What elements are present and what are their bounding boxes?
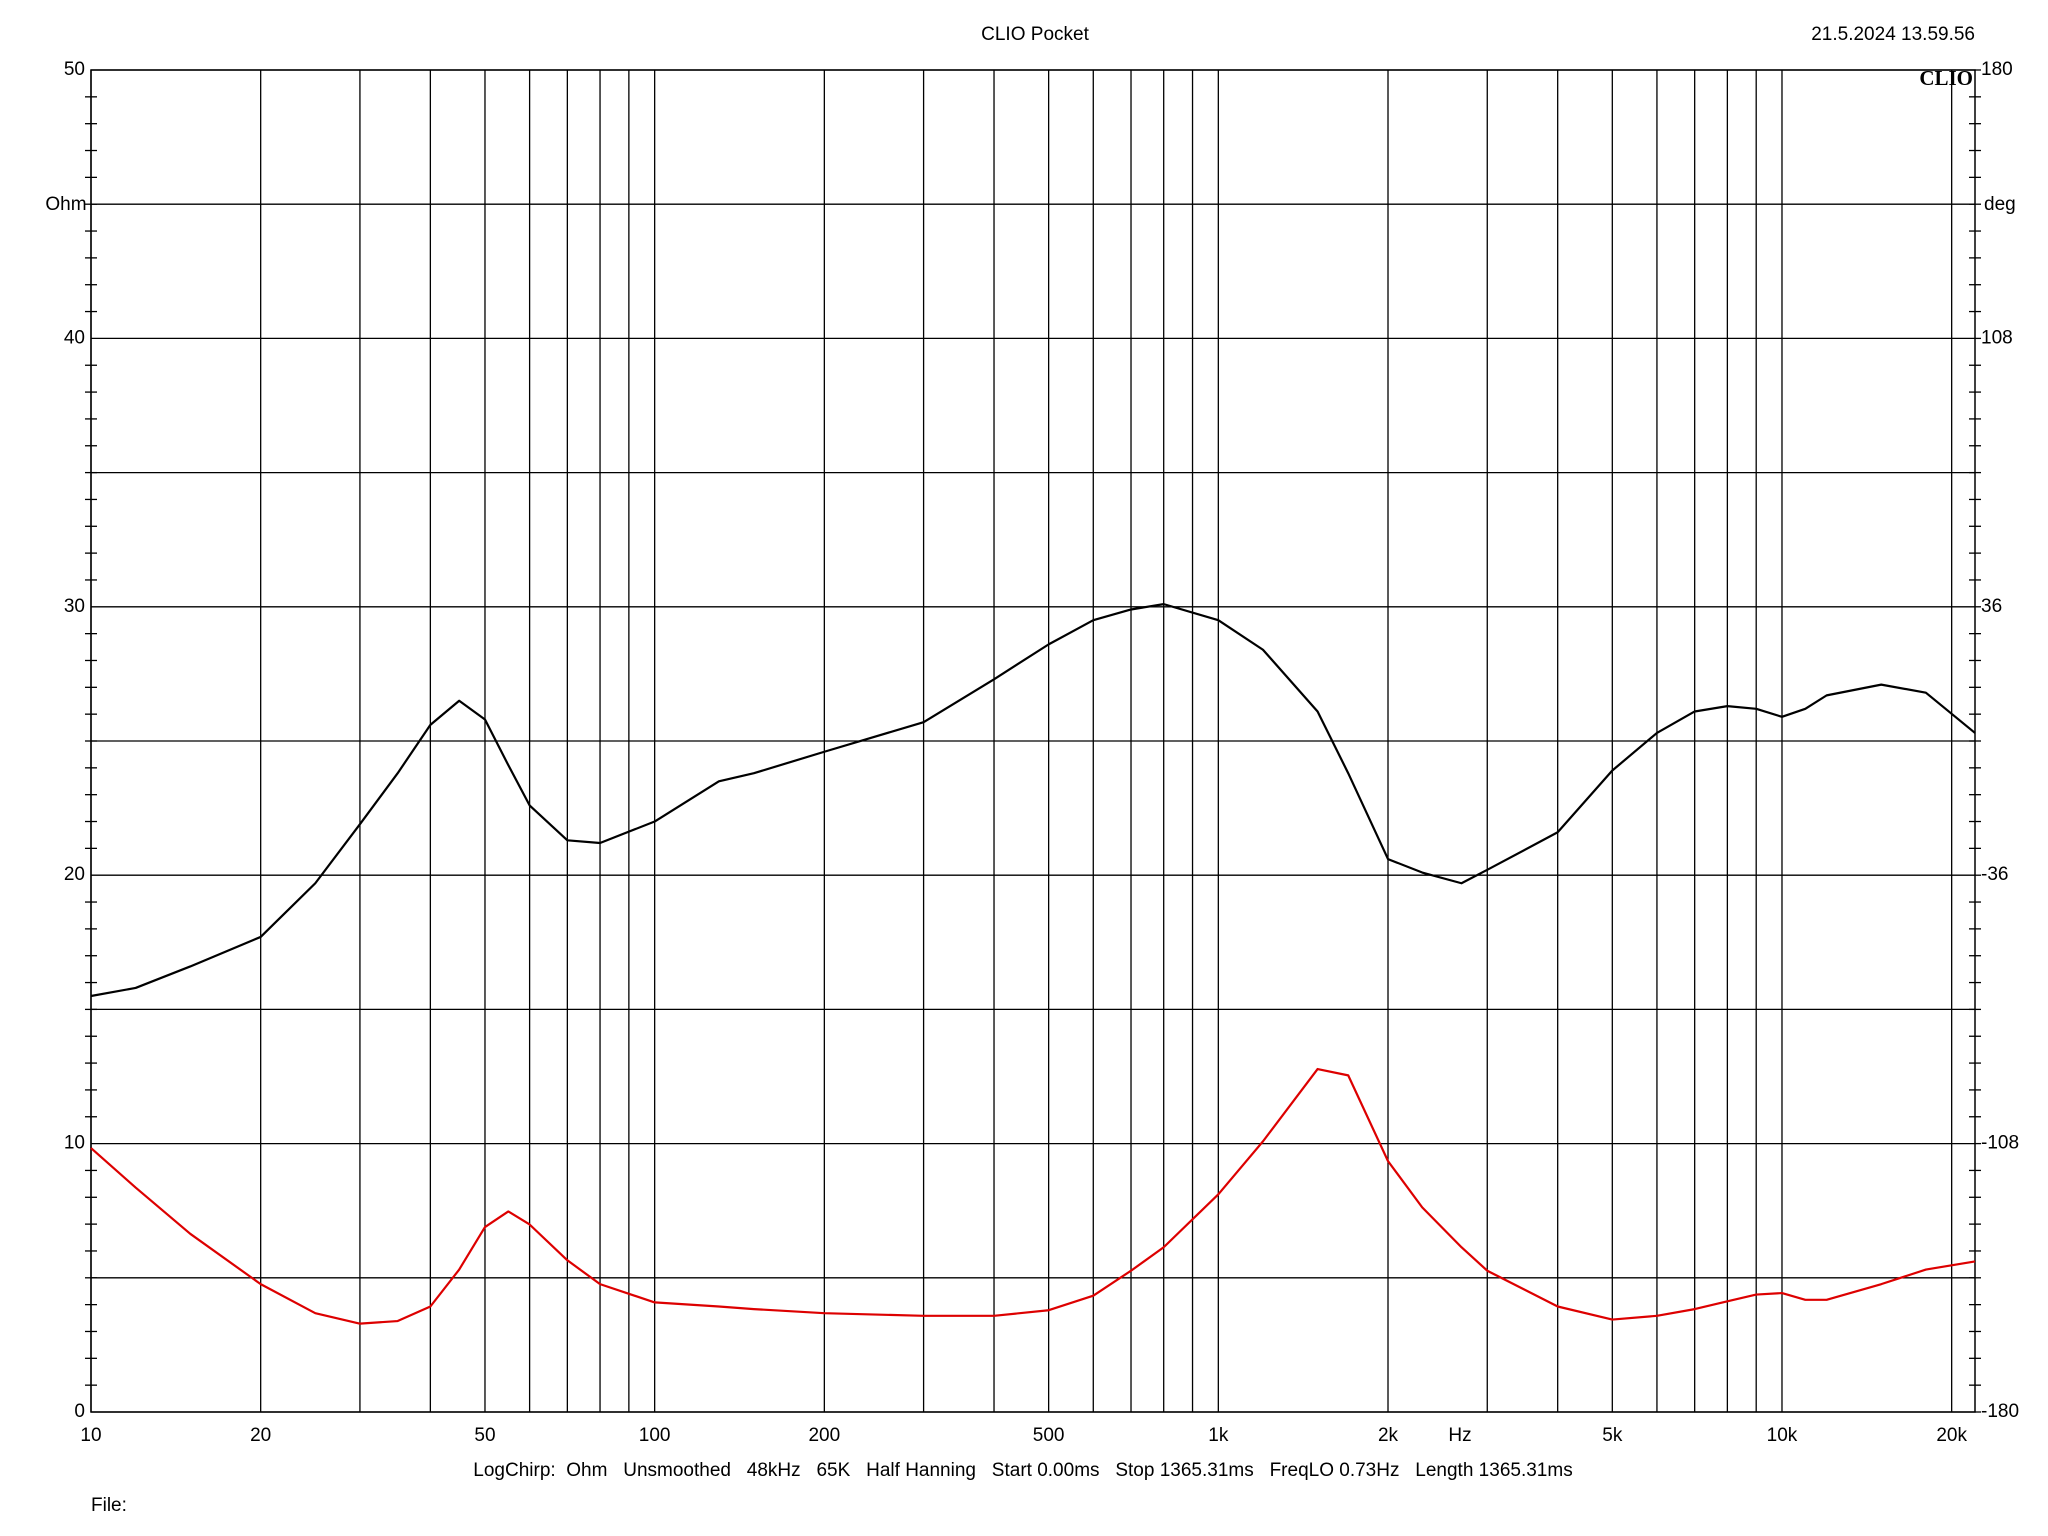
y2-axis-label: deg [1984, 194, 2016, 215]
y2-tick-label: 108 [1981, 327, 2013, 348]
y-tick-label: 50 [64, 59, 85, 80]
x-axis-label: Hz [1448, 1425, 1471, 1446]
x-tick-label: 20k [1936, 1425, 1967, 1446]
y2-tick-label: 36 [1981, 596, 2002, 617]
x-tick-label: 10k [1767, 1425, 1798, 1446]
x-tick-label: 100 [639, 1425, 671, 1446]
x-tick-label: 20 [250, 1425, 271, 1446]
y-axis-label: Ohm [45, 194, 86, 215]
timestamp: 21.5.2024 13.59.56 [1811, 24, 1975, 45]
x-tick-label: 200 [808, 1425, 840, 1446]
y2-tick-label: 180 [1981, 59, 2013, 80]
chart-title: CLIO Pocket [981, 24, 1089, 45]
y-tick-label: 30 [64, 596, 85, 617]
file-label: File: [91, 1495, 127, 1516]
y-tick-label: 20 [64, 864, 85, 885]
series-line [90, 603, 1976, 998]
y-tick-label: 10 [64, 1133, 85, 1154]
x-tick-label: 10 [80, 1425, 101, 1446]
series-line [90, 1067, 1976, 1325]
y2-tick-label: -108 [1981, 1133, 2019, 1154]
x-tick-label: 2k [1378, 1425, 1399, 1446]
x-tick-label: 50 [474, 1425, 495, 1446]
y-tick-label: 0 [74, 1401, 85, 1422]
plot-frame [90, 69, 1976, 1413]
footer: LogChirp: Ohm Unsmoothed 48kHz 65K Half … [473, 1460, 1572, 1481]
y-tick-label: 40 [64, 327, 85, 348]
x-tick-label: 500 [1033, 1425, 1065, 1446]
y2-tick-label: -36 [1981, 864, 2008, 885]
x-tick-label: 5k [1602, 1425, 1623, 1446]
y2-tick-label: -180 [1981, 1401, 2019, 1422]
x-tick-label: 1k [1208, 1425, 1229, 1446]
